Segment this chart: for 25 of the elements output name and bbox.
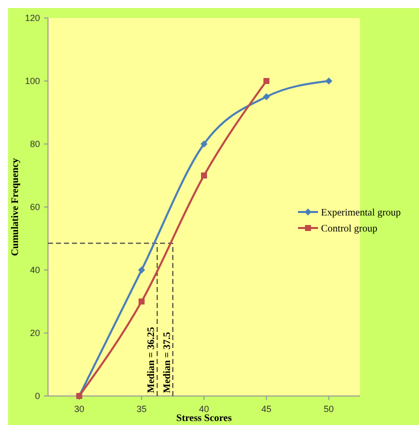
x-tick-label: 45 — [261, 404, 272, 414]
point — [263, 78, 270, 84]
ref-line-label: Median = 36.25 — [146, 327, 158, 393]
x-tick-label: 30 — [74, 404, 84, 414]
point — [200, 140, 208, 148]
point — [201, 172, 207, 178]
legend-label: Experimental group — [321, 208, 401, 218]
legend-label: Control group — [321, 224, 378, 234]
y-tick-label: 0 — [34, 391, 40, 402]
x-tick-label: 50 — [324, 404, 334, 414]
point — [262, 93, 270, 100]
y-tick-label: 20 — [30, 328, 40, 338]
x-tick-label: 35 — [136, 404, 147, 414]
y-tick-label: 120 — [24, 13, 40, 24]
ref-line-label: Median = 37.5 — [162, 332, 173, 393]
y-axis-title: Cumulative Frequency — [10, 158, 21, 256]
y-tick-label: 100 — [24, 76, 40, 86]
y-tick-label: 60 — [30, 202, 40, 212]
x-tick-label: 40 — [198, 404, 210, 414]
point — [138, 266, 146, 274]
y-tick-label: 80 — [30, 139, 40, 150]
point — [138, 298, 145, 304]
point — [325, 78, 332, 84]
x-axis-title: Stress Scores — [176, 413, 232, 424]
y-tick-label: 40 — [30, 265, 40, 276]
